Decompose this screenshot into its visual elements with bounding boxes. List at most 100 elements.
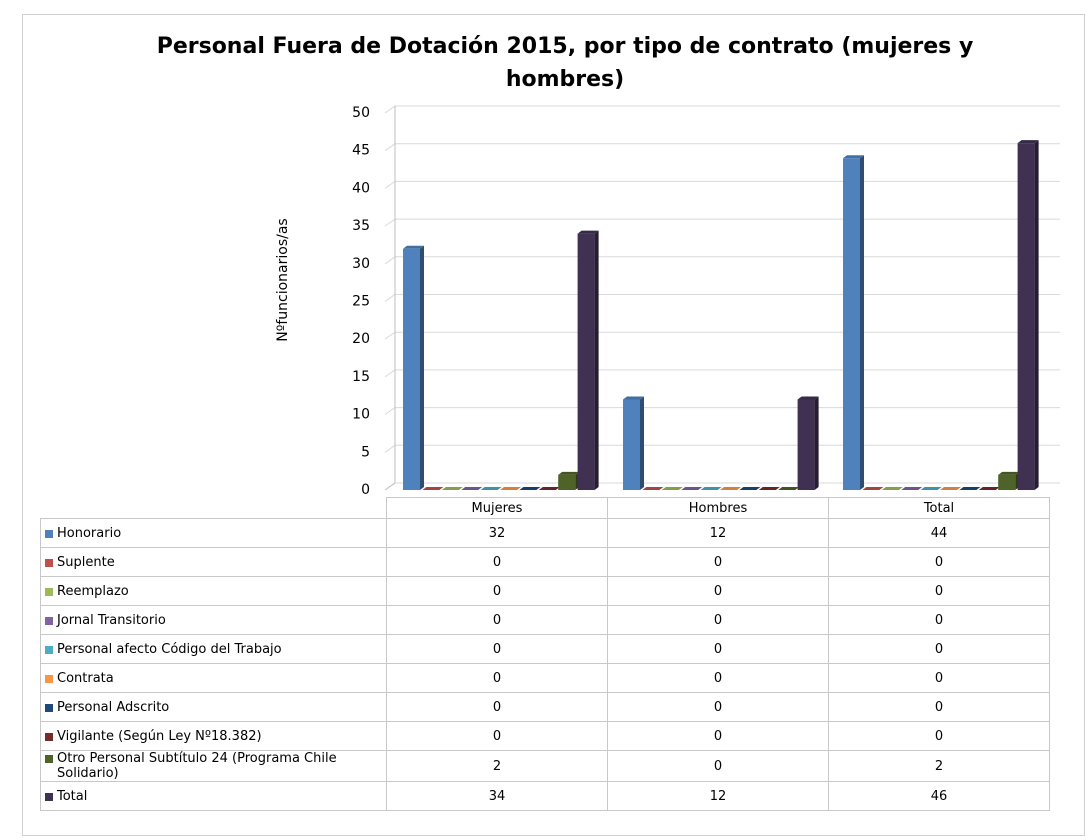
table-row: Total 34 12 46 [40, 781, 1050, 811]
y-tick-label: 15 [352, 369, 370, 385]
table-row: Personal afecto Código del Trabajo 0 0 0 [40, 634, 1050, 664]
grid-line [384, 143, 1060, 152]
bar [978, 487, 1000, 490]
bar-top [1017, 140, 1039, 144]
legend-entry: Personal Adscrito [45, 700, 382, 715]
row-label-cell: Suplente [40, 547, 387, 577]
legend-label: Vigilante (Según Ley Nº18.382) [57, 728, 262, 744]
bar [403, 245, 424, 490]
value-label: 0 [607, 576, 829, 606]
bar [862, 487, 884, 490]
bar [642, 487, 664, 490]
bar [681, 487, 703, 490]
bar-front [577, 233, 595, 490]
bar-front [797, 399, 815, 490]
bar [959, 487, 981, 490]
bar-top [862, 487, 884, 490]
legend-label: Personal Adscrito [57, 699, 170, 715]
bar-top [461, 487, 483, 490]
value-label: 0 [607, 663, 829, 693]
bar-top [959, 487, 981, 490]
legend-key [45, 755, 53, 763]
y-tick-label: 5 [361, 444, 370, 460]
value-label: 0 [386, 547, 608, 577]
bar [500, 487, 521, 490]
bar-side [814, 396, 819, 490]
legend-entry: Otro Personal Subtítulo 24 (Programa Chi… [45, 751, 382, 781]
grid-line [384, 331, 1060, 340]
bar-top [519, 487, 541, 490]
legend-entry: Total [45, 789, 382, 804]
bar-top [881, 487, 903, 490]
bar-front [843, 158, 860, 491]
bar-top [920, 487, 942, 490]
grid-line [384, 218, 1060, 227]
table-header: Mujeres Hombres Total [41, 497, 1050, 519]
bar-top [843, 155, 864, 159]
grid-line [384, 369, 1060, 378]
bar [843, 155, 864, 491]
bar [720, 487, 741, 490]
bar [739, 487, 761, 490]
bar [700, 487, 722, 490]
y-tick-label: 0 [361, 482, 370, 498]
bar [998, 471, 1020, 490]
legend-key [45, 616, 53, 625]
bar-top [577, 230, 599, 234]
bar [480, 487, 502, 490]
row-label-cell: Contrata [40, 663, 387, 693]
value-label: 34 [386, 781, 608, 811]
legend-label: Personal afecto Código del Trabajo [57, 641, 282, 657]
value-label: 0 [386, 634, 608, 664]
bar-top [661, 487, 683, 490]
legend-entry: Vigilante (Según Ley Nº18.382) [45, 729, 382, 744]
bar [758, 487, 780, 490]
table-row: Jornal Transitorio 0 0 0 [40, 605, 1050, 635]
bar-top [538, 487, 560, 490]
legend-entry: Contrata [45, 671, 382, 686]
bar-front [403, 248, 420, 490]
grid-line [384, 180, 1060, 189]
value-label: 0 [607, 634, 829, 664]
grid-line [384, 294, 1060, 302]
bar [519, 487, 541, 490]
value-label: 2 [828, 750, 1050, 782]
x-tick-label: Hombres [607, 497, 829, 519]
legend-entry: Jornal Transitorio [45, 613, 382, 628]
table-row: Vigilante (Según Ley Nº18.382) 0 0 0 [40, 721, 1050, 751]
value-label: 46 [828, 781, 1050, 811]
legend-label: Total [57, 788, 88, 804]
bar-top [500, 487, 521, 490]
value-label: 32 [386, 518, 608, 548]
legend-key [45, 674, 53, 683]
row-label-cell: Vigilante (Según Ley Nº18.382) [40, 721, 387, 751]
bar-top [558, 471, 580, 475]
blank-cell [41, 498, 387, 519]
bar-front [558, 474, 576, 490]
bar-top [441, 487, 463, 490]
bar-top [940, 487, 961, 490]
row-label-cell: Honorario [40, 518, 387, 548]
bar-top [403, 245, 424, 249]
y-tick-label: 20 [352, 331, 370, 347]
bar-top [978, 487, 1000, 490]
bar [538, 487, 560, 490]
value-label: 0 [828, 634, 1050, 664]
row-label-cell: Jornal Transitorio [40, 605, 387, 635]
bar-side [1034, 140, 1039, 490]
legend-label: Reemplazo [57, 583, 129, 599]
y-tick-label: 35 [352, 218, 370, 234]
table-row: Otro Personal Subtítulo 24 (Programa Chi… [40, 750, 1050, 782]
grid-line [384, 407, 1060, 416]
bar [778, 487, 800, 490]
bar [901, 487, 923, 490]
bar-top [681, 487, 703, 490]
bar-top [758, 487, 780, 490]
legend-entry: Suplente [45, 555, 382, 570]
y-tick-label: 25 [352, 294, 370, 310]
value-label: 0 [607, 547, 829, 577]
value-label: 0 [828, 547, 1050, 577]
y-tick-label: 40 [352, 180, 370, 196]
y-tick-label: 45 [352, 143, 370, 159]
table-row: Suplente 0 0 0 [40, 547, 1050, 577]
